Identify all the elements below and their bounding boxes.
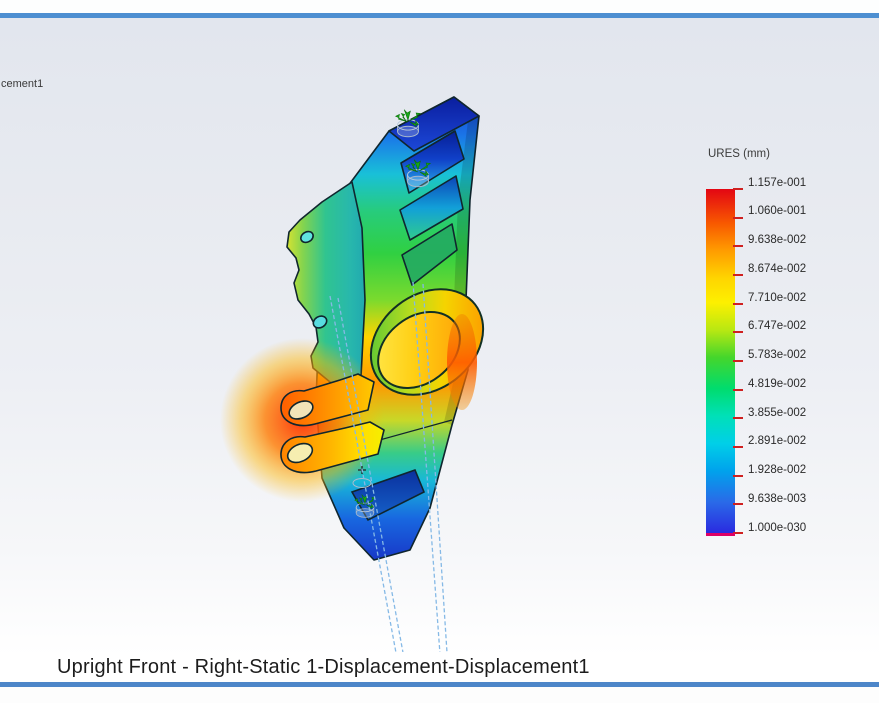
legend-value: 9.638e-002 bbox=[748, 234, 807, 246]
legend-value: 5.783e-002 bbox=[748, 349, 807, 361]
legend-tick bbox=[733, 216, 743, 219]
feature-tree-truncated-label: cement1 bbox=[1, 78, 44, 90]
legend-tick bbox=[733, 474, 743, 477]
legend-tick bbox=[733, 274, 743, 276]
legend-tick bbox=[733, 188, 743, 190]
model-cutout-second bbox=[399, 175, 464, 241]
legend-value: 6.747e-002 bbox=[748, 320, 807, 333]
legend-value: 9.638e-003 bbox=[748, 492, 807, 505]
hot-zone-right bbox=[447, 314, 477, 410]
plot-caption: Upright Front - Right-Static 1-Displacem… bbox=[57, 656, 590, 678]
load-leader-lines[interactable] bbox=[329, 281, 449, 670]
legend-value: 8.674e-002 bbox=[748, 262, 807, 275]
legend-tick bbox=[733, 446, 743, 449]
bottom-margin-band bbox=[0, 687, 879, 703]
legend-value: 7.710e-002 bbox=[748, 291, 807, 304]
legend-tick bbox=[733, 388, 743, 391]
legend-tick bbox=[733, 360, 743, 363]
top-margin-band bbox=[0, 0, 879, 13]
legend-value: 3.855e-002 bbox=[748, 406, 807, 419]
legend-tick bbox=[733, 302, 743, 305]
legend-colorbar bbox=[706, 189, 735, 533]
legend-tick bbox=[733, 503, 743, 506]
legend-title: URES (mm) bbox=[708, 148, 770, 160]
legend-tick bbox=[733, 532, 743, 535]
legend-scale: 1.157e-001 1.060e-001 9.638e-002 8.674e-002… bbox=[706, 148, 856, 568]
top-divider bbox=[0, 13, 879, 18]
result-legend: URES (mm) 1.157e-001 1.060e-001 9.638e-002… bbox=[706, 148, 856, 568]
bottom-divider bbox=[0, 682, 879, 687]
legend-value: 1.157e-001 bbox=[748, 176, 807, 189]
model-top-face bbox=[388, 96, 480, 152]
plot-caption-band bbox=[0, 652, 879, 682]
legend-value: 4.819e-002 bbox=[748, 377, 807, 390]
legend-value: 1.060e-001 bbox=[748, 205, 807, 218]
legend-tick bbox=[733, 245, 743, 248]
legend-tick bbox=[733, 417, 743, 420]
legend-value: 2.891e-002 bbox=[748, 435, 807, 448]
legend-value: 1.928e-002 bbox=[748, 464, 807, 476]
legend-min-cap bbox=[706, 533, 735, 536]
legend-tick bbox=[733, 331, 743, 334]
legend-value: 1.000e-030 bbox=[748, 521, 807, 534]
